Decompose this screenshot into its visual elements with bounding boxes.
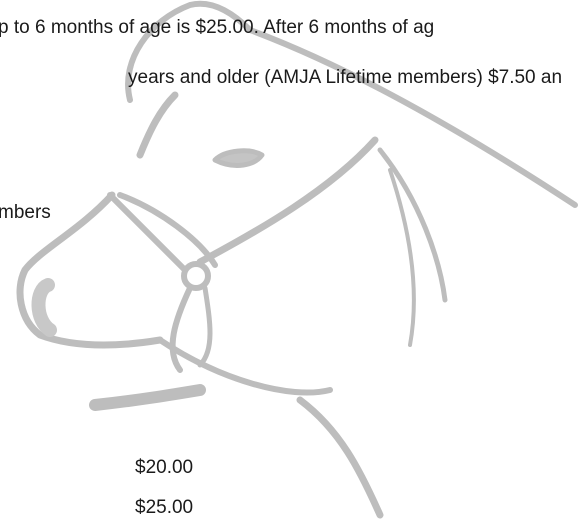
page-body: p to 6 months of age is $25.00. After 6 … xyxy=(0,0,579,520)
fee-amount: $20.00 xyxy=(135,456,193,480)
document-page: p to 6 months of age is $25.00. After 6 … xyxy=(0,0,579,520)
text-line: years and older (AMJA Lifetime members) … xyxy=(128,66,562,90)
fee-amount: $25.00 xyxy=(135,496,193,520)
text-line: p to 6 months of age is $25.00. After 6 … xyxy=(0,16,434,40)
text-line: mbers xyxy=(0,201,51,225)
